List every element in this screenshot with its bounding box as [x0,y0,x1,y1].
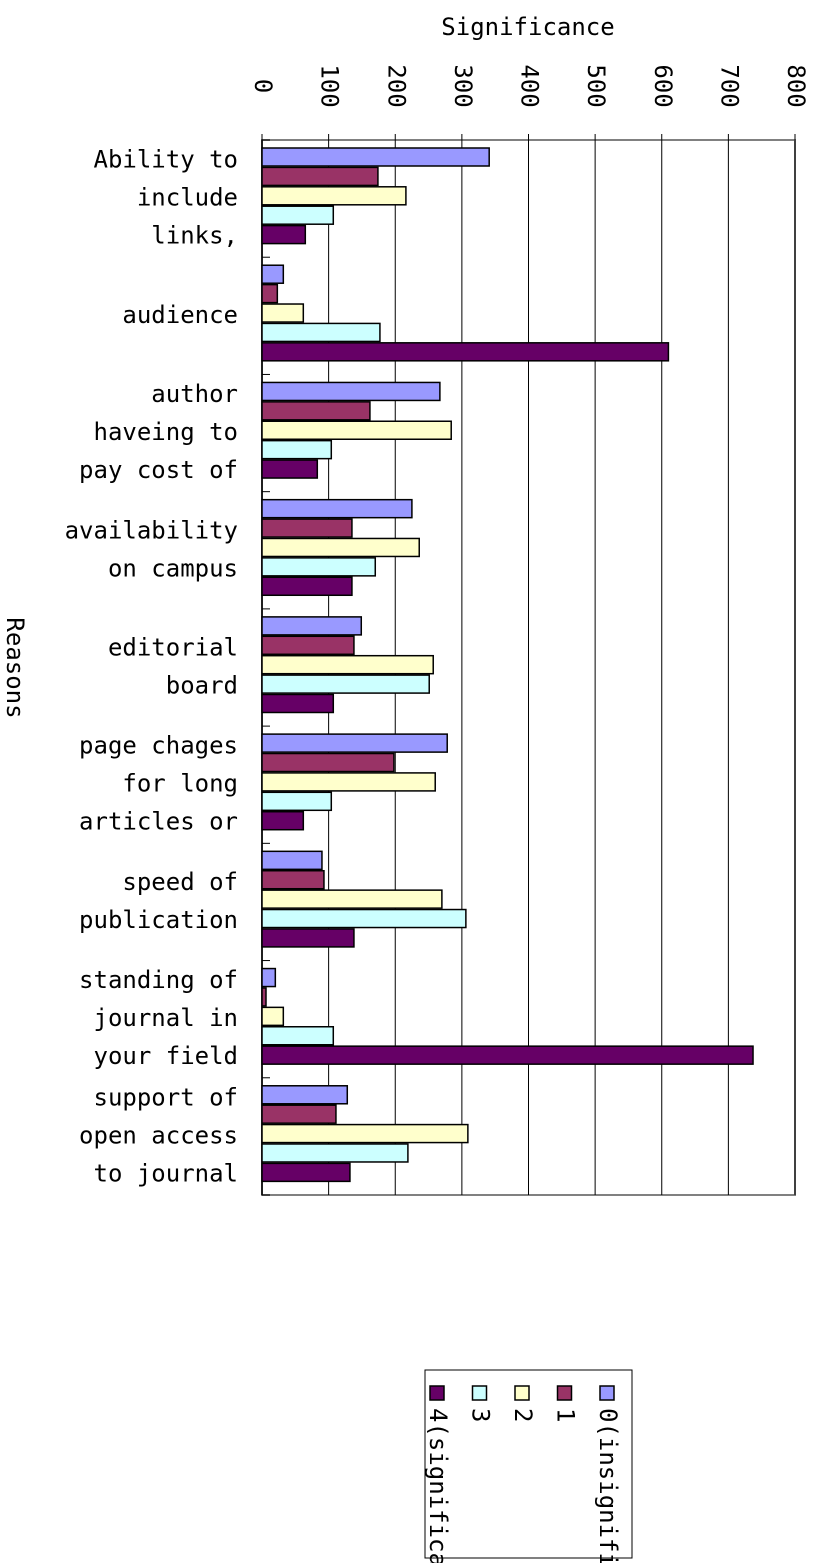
y-tick-label: author [151,380,238,408]
bar [261,752,395,773]
x-tick-label: 200 [382,64,410,107]
legend-swatch [599,1385,615,1401]
bar [261,635,355,656]
bar [261,1045,754,1065]
bar [261,810,305,831]
legend-label: 2 [509,1408,537,1422]
bar [261,205,335,225]
bar [261,850,323,871]
y-tick-label: standing of [79,966,238,994]
y-tick-label: support of [94,1083,239,1111]
x-tick-label: 700 [715,64,743,107]
legend-label: 4(significant) [424,1408,452,1563]
bar [261,283,279,304]
legend-label: 3 [467,1408,495,1422]
y-tick-label: open access [79,1121,238,1149]
y-axis-title: Reasons [1,617,29,718]
bar [261,381,441,402]
x-tick-label: 800 [782,64,810,107]
y-tick-label: your field [94,1042,239,1070]
y-tick-label: audience [122,301,238,329]
y-tick-label: pay cost of [79,456,238,484]
legend-label: 0(insignificant) [594,1408,622,1563]
bar [261,987,267,1007]
bar [261,518,353,538]
bar [261,772,436,792]
legend-swatch [471,1385,488,1401]
x-tick-label: 600 [649,64,677,107]
legend-swatch [556,1385,573,1401]
bar [261,459,319,479]
bar [261,1123,469,1144]
x-tick-label: 300 [449,64,477,107]
bar [261,303,305,323]
bar [261,1162,351,1183]
legend-swatch [514,1385,530,1401]
y-tick-label: editorial [108,634,238,662]
bar [261,264,285,284]
bar [261,401,371,421]
bar [261,439,333,460]
bar [261,342,670,362]
y-tick-label: include [137,184,238,212]
legend-frame [424,1369,633,1559]
bar [261,869,325,890]
y-tick-label: Ability to [94,146,239,174]
x-tick-label: 0 [249,79,277,93]
bar [261,733,448,753]
bar [261,420,452,440]
bar [261,1104,337,1124]
x-tick-label: 100 [316,64,344,107]
bar [261,654,434,675]
bar [261,1085,349,1105]
y-tick-label: journal in [94,1004,239,1032]
bar [261,537,420,558]
y-tick-label: articles or [79,808,238,836]
bar [261,186,407,206]
bar [261,693,335,714]
bar [261,674,430,694]
bar [261,1006,285,1027]
x-axis-title: Significance [441,13,614,41]
y-tick-label: page chages [79,732,238,760]
y-tick-label: haveing to [94,418,239,446]
bar [261,1143,409,1163]
bar [261,1026,335,1046]
bar [261,322,381,343]
bar [261,889,443,909]
bar [261,616,363,636]
y-tick-label: publication [79,906,238,934]
y-tick-label: to journal [94,1159,239,1187]
bar [261,166,379,187]
y-tick-label: for long [122,770,238,798]
bar [261,908,467,929]
bar [261,557,377,577]
y-tick-label: availability [65,516,238,544]
x-tick-label: 400 [516,64,544,107]
bar [261,791,333,812]
bar [261,967,277,988]
bar [261,147,490,167]
y-tick-label: on campus [108,554,238,582]
bar [261,224,307,245]
bar [261,928,355,948]
x-tick-label: 500 [582,64,610,107]
bar [261,576,353,597]
y-tick-label: board [166,672,238,700]
y-tick-label: speed of [122,868,238,896]
y-tick-label: links, [151,222,238,250]
bar [261,498,413,519]
legend-swatch [429,1385,445,1401]
legend-label: 1 [552,1408,580,1422]
